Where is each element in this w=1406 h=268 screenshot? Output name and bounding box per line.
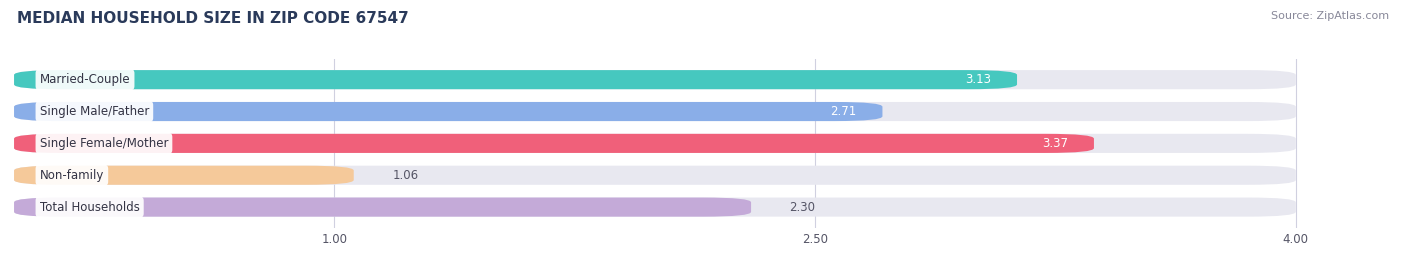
- Text: Married-Couple: Married-Couple: [39, 73, 131, 86]
- FancyBboxPatch shape: [14, 166, 354, 185]
- Text: 3.13: 3.13: [966, 73, 991, 86]
- Text: MEDIAN HOUSEHOLD SIZE IN ZIP CODE 67547: MEDIAN HOUSEHOLD SIZE IN ZIP CODE 67547: [17, 11, 409, 26]
- Text: Total Households: Total Households: [39, 200, 139, 214]
- FancyBboxPatch shape: [14, 198, 751, 217]
- FancyBboxPatch shape: [14, 198, 1296, 217]
- FancyBboxPatch shape: [14, 70, 1296, 89]
- Text: 1.06: 1.06: [392, 169, 419, 182]
- FancyBboxPatch shape: [14, 166, 1296, 185]
- Text: 3.37: 3.37: [1042, 137, 1069, 150]
- Text: Single Female/Mother: Single Female/Mother: [39, 137, 169, 150]
- Text: 2.30: 2.30: [790, 200, 815, 214]
- FancyBboxPatch shape: [14, 102, 1296, 121]
- FancyBboxPatch shape: [14, 134, 1094, 153]
- FancyBboxPatch shape: [14, 70, 1017, 89]
- Text: Non-family: Non-family: [39, 169, 104, 182]
- Text: Single Male/Father: Single Male/Father: [39, 105, 149, 118]
- Text: Source: ZipAtlas.com: Source: ZipAtlas.com: [1271, 11, 1389, 21]
- FancyBboxPatch shape: [14, 102, 883, 121]
- Text: 2.71: 2.71: [831, 105, 856, 118]
- FancyBboxPatch shape: [14, 134, 1296, 153]
